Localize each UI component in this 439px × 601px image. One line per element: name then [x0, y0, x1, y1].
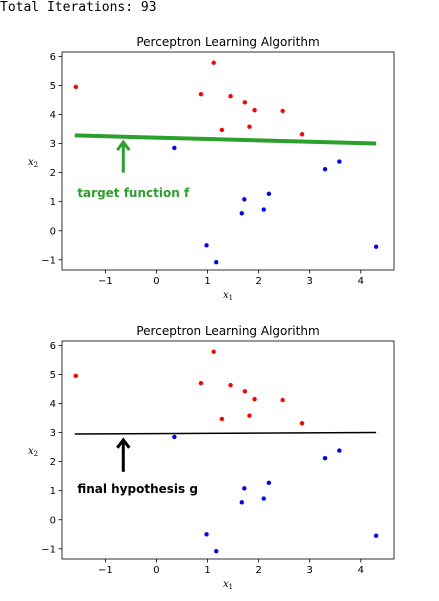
x-axis-label: x1 [223, 290, 233, 302]
positive-point [247, 124, 252, 129]
y-tick-label: 6 [50, 341, 56, 352]
positive-point [219, 416, 225, 422]
x-tick-label: 4 [358, 565, 364, 576]
plot-frame [61, 340, 395, 560]
negative-point [239, 500, 244, 505]
x-tick-label: 1 [204, 565, 210, 576]
plot-frame [61, 51, 395, 271]
x-tick-label: 3 [307, 565, 313, 576]
positive-point [299, 421, 305, 426]
negative-point [204, 243, 209, 248]
negative-point [266, 480, 272, 486]
negative-point [337, 448, 342, 453]
y-tick-label: 5 [50, 370, 56, 381]
y-tick-label: 3 [50, 428, 56, 439]
chart-panel-2: Perceptron Learning Algorithm −1 0 1 2 3 4 −1 0 1… [28, 324, 395, 591]
positive-point [247, 413, 252, 418]
y-tick-label: −1 [41, 544, 56, 555]
y-tick-label: 5 [50, 81, 56, 92]
positive-point [242, 100, 248, 105]
positive-point [280, 108, 285, 114]
y-tick-label: 2 [50, 168, 56, 179]
negative-point [261, 207, 266, 212]
negative-point [322, 455, 328, 461]
chart-title: Perceptron Learning Algorithm [136, 35, 319, 49]
positive-point [211, 349, 216, 354]
y-tick-label: 1 [50, 197, 56, 208]
positive-point [219, 127, 225, 133]
x-axis-label: x1 [223, 579, 233, 591]
positive-point [198, 91, 204, 97]
positive-point [228, 93, 233, 99]
positive-point [73, 84, 78, 90]
x-tick-label: 2 [255, 565, 261, 576]
negative-point [337, 159, 342, 164]
y-tick-label: −1 [41, 255, 56, 266]
negative-point [266, 191, 272, 197]
y-tick-label: 6 [50, 52, 56, 63]
positive-point [198, 380, 204, 386]
y-tick-label: 0 [50, 515, 56, 526]
y-tick-label: 1 [50, 486, 56, 497]
total-iterations-text: Total Iterations: 93 [0, 0, 157, 15]
negative-point [373, 244, 379, 249]
x-tick-label: 0 [153, 565, 159, 576]
negative-point [214, 259, 219, 265]
x-tick-label: 0 [153, 276, 159, 287]
negative-point [261, 496, 266, 501]
y-axis-label: x2 [28, 446, 38, 458]
positive-point [211, 60, 216, 65]
positive-point [228, 382, 233, 388]
positive-point [242, 389, 248, 394]
negative-point [242, 197, 247, 202]
annotation-arrow-head [116, 139, 131, 152]
target-function-line [74, 133, 377, 146]
y-axis-label: x2 [28, 157, 38, 169]
chart-panel-1: Perceptron Learning Algorithm −1 0 1 2 3 4 −1 0 1… [28, 35, 395, 302]
negative-point [239, 211, 244, 216]
y-tick-label: 0 [50, 226, 56, 237]
positive-point [280, 397, 285, 403]
negative-point [242, 486, 247, 491]
negative-point [172, 145, 177, 151]
hypothesis-line [74, 431, 377, 435]
positive-point [252, 396, 257, 402]
y-tick-label: 3 [50, 139, 56, 150]
y-tick-label: 2 [50, 457, 56, 468]
positive-point [252, 107, 257, 113]
y-tick-label: 4 [50, 399, 56, 410]
x-tick-label: −1 [98, 565, 113, 576]
chart-title: Perceptron Learning Algorithm [136, 324, 319, 338]
x-tick-label: 4 [358, 276, 364, 287]
target-function-label: target function f [77, 186, 190, 200]
negative-point [214, 548, 219, 554]
x-tick-label: 2 [255, 276, 261, 287]
x-tick-label: 1 [204, 276, 210, 287]
final-hypothesis-label: final hypothesis g [77, 482, 198, 496]
negative-point [373, 533, 379, 538]
positive-point [73, 373, 78, 379]
negative-point [204, 532, 209, 537]
x-tick-label: −1 [98, 276, 113, 287]
negative-point [322, 166, 328, 172]
x-tick-label: 3 [307, 276, 313, 287]
negative-point [172, 434, 177, 440]
y-tick-label: 4 [50, 110, 56, 121]
annotation-arrow-head [116, 437, 131, 449]
positive-point [299, 132, 305, 137]
